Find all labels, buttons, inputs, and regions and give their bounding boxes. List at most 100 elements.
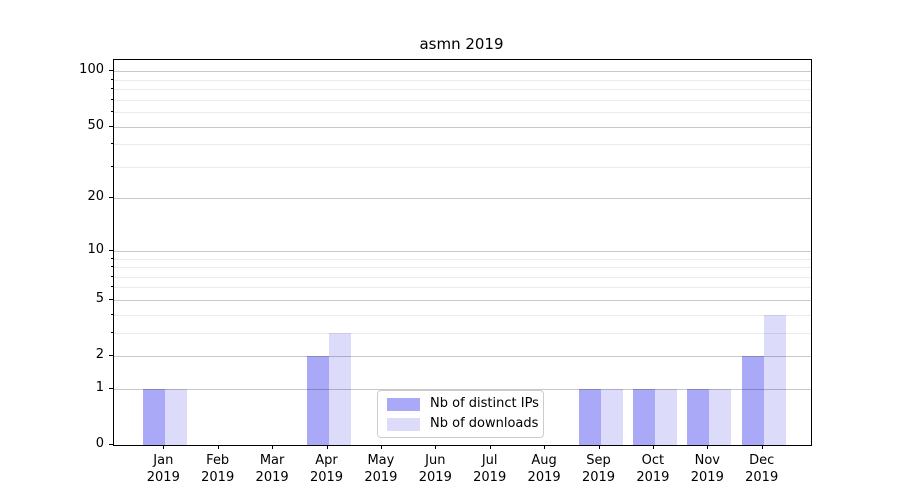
y-tick-label: 1 <box>95 379 104 395</box>
y-minor-tick <box>111 313 113 315</box>
bar-distinct-ips-dec <box>741 356 764 445</box>
y-tick-label: 100 <box>79 62 104 78</box>
x-tick <box>652 445 654 449</box>
x-tick-label-year: 2019 <box>527 470 561 485</box>
bar-downloads-jan <box>165 388 188 445</box>
y-tick-label: 2 <box>95 347 104 363</box>
bar-distinct-ips-oct <box>632 388 655 445</box>
bar-downloads-nov <box>709 388 732 445</box>
x-tick-label: Jan 2019 <box>135 452 191 486</box>
x-tick-label-month: Aug <box>531 453 557 468</box>
y-tick <box>109 298 113 300</box>
y-minor-tick <box>111 111 113 113</box>
gridline-minor <box>114 166 811 168</box>
bar-downloads-oct <box>654 388 677 445</box>
x-tick-label: Aug 2019 <box>516 452 572 486</box>
x-tick-label-year: 2019 <box>201 470 235 485</box>
plot-area <box>113 59 812 446</box>
legend-entry: Nb of downloads <box>387 417 538 431</box>
x-tick-label-month: Oct <box>641 453 665 468</box>
y-minor-tick <box>111 98 113 100</box>
x-tick <box>761 445 763 449</box>
gridline-minor <box>114 276 811 278</box>
x-tick-label-year: 2019 <box>745 470 779 485</box>
y-tick <box>109 387 113 389</box>
y-minor-tick <box>111 275 113 277</box>
y-tick <box>109 355 113 357</box>
x-tick <box>217 445 219 449</box>
bar-distinct-ips-nov <box>687 388 710 445</box>
y-tick <box>109 125 113 127</box>
y-minor-tick <box>111 78 113 80</box>
x-tick-label-year: 2019 <box>146 470 180 485</box>
gridline-major <box>114 299 811 301</box>
x-tick-label-month: Apr <box>315 453 338 468</box>
x-tick-label: Feb 2019 <box>190 452 246 486</box>
legend: Nb of distinct IPs Nb of downloads <box>377 390 544 438</box>
x-tick <box>326 445 328 449</box>
x-tick-label-month: May <box>367 453 395 468</box>
legend-label: Nb of distinct IPs <box>430 396 539 411</box>
gridline-minor <box>114 99 811 101</box>
x-tick-label-year: 2019 <box>255 470 289 485</box>
x-tick-label: Oct 2019 <box>625 452 681 486</box>
x-tick-label: Mar 2019 <box>244 452 300 486</box>
gridline-minor <box>114 267 811 269</box>
bar-distinct-ips-apr <box>306 356 329 445</box>
x-tick-label-year: 2019 <box>636 470 670 485</box>
x-tick-label-month: Nov <box>694 453 720 468</box>
y-tick-label: 0 <box>95 436 104 451</box>
x-tick-label: Sep 2019 <box>571 452 627 486</box>
x-tick-label-year: 2019 <box>581 470 616 485</box>
y-minor-tick <box>111 286 113 288</box>
gridline-minor <box>114 144 811 146</box>
y-minor-tick <box>111 143 113 145</box>
y-minor-tick <box>111 88 113 90</box>
bar-downloads-sep <box>600 388 623 445</box>
x-tick-label-month: Mar <box>259 453 285 468</box>
y-tick-label: 5 <box>95 290 104 306</box>
x-tick-label: May 2019 <box>353 452 409 486</box>
x-tick-label: Jun 2019 <box>407 452 463 486</box>
legend-swatch-icon <box>387 417 420 431</box>
y-tick-label: 50 <box>87 117 104 133</box>
gridline-minor <box>114 314 811 316</box>
gridline-minor <box>114 79 811 81</box>
y-tick <box>109 197 113 199</box>
y-minor-tick <box>111 257 113 259</box>
y-tick-label: 20 <box>87 189 104 205</box>
legend-label: Nb of downloads <box>430 416 539 431</box>
x-tick-label-year: 2019 <box>364 470 398 485</box>
x-tick-label: Apr 2019 <box>299 452 355 486</box>
x-tick-label-month: Jul <box>481 453 498 468</box>
y-tick <box>109 249 113 251</box>
gridline-major <box>114 356 811 358</box>
y-tick-label: 10 <box>87 241 104 257</box>
x-tick <box>435 445 437 449</box>
gridline-minor <box>114 112 811 114</box>
y-minor-tick <box>111 266 113 268</box>
x-tick <box>598 445 600 449</box>
y-tick <box>109 70 113 72</box>
bar-downloads-apr <box>328 332 351 445</box>
x-tick-label: Nov 2019 <box>679 452 735 486</box>
x-tick-label-year: 2019 <box>309 470 344 485</box>
legend-entry: Nb of distinct IPs <box>387 397 539 411</box>
y-tick <box>109 444 113 445</box>
bar-downloads-dec <box>763 314 786 445</box>
y-minor-tick <box>111 331 113 333</box>
bar-distinct-ips-sep <box>578 388 601 445</box>
gridline-major <box>114 198 811 200</box>
x-tick-label-month: Jan <box>153 453 174 468</box>
legend-swatch-icon <box>387 397 420 411</box>
bar-distinct-ips-jan <box>143 388 166 445</box>
gridline-minor <box>114 258 811 260</box>
x-tick-label-month: Feb <box>206 453 230 468</box>
chart-title: asmn 2019 <box>419 35 504 53</box>
x-tick-label: Dec 2019 <box>734 452 790 486</box>
x-tick <box>544 445 546 449</box>
gridline-major <box>114 126 811 128</box>
x-tick <box>489 445 491 449</box>
x-tick-label-month: Sep <box>586 453 611 468</box>
